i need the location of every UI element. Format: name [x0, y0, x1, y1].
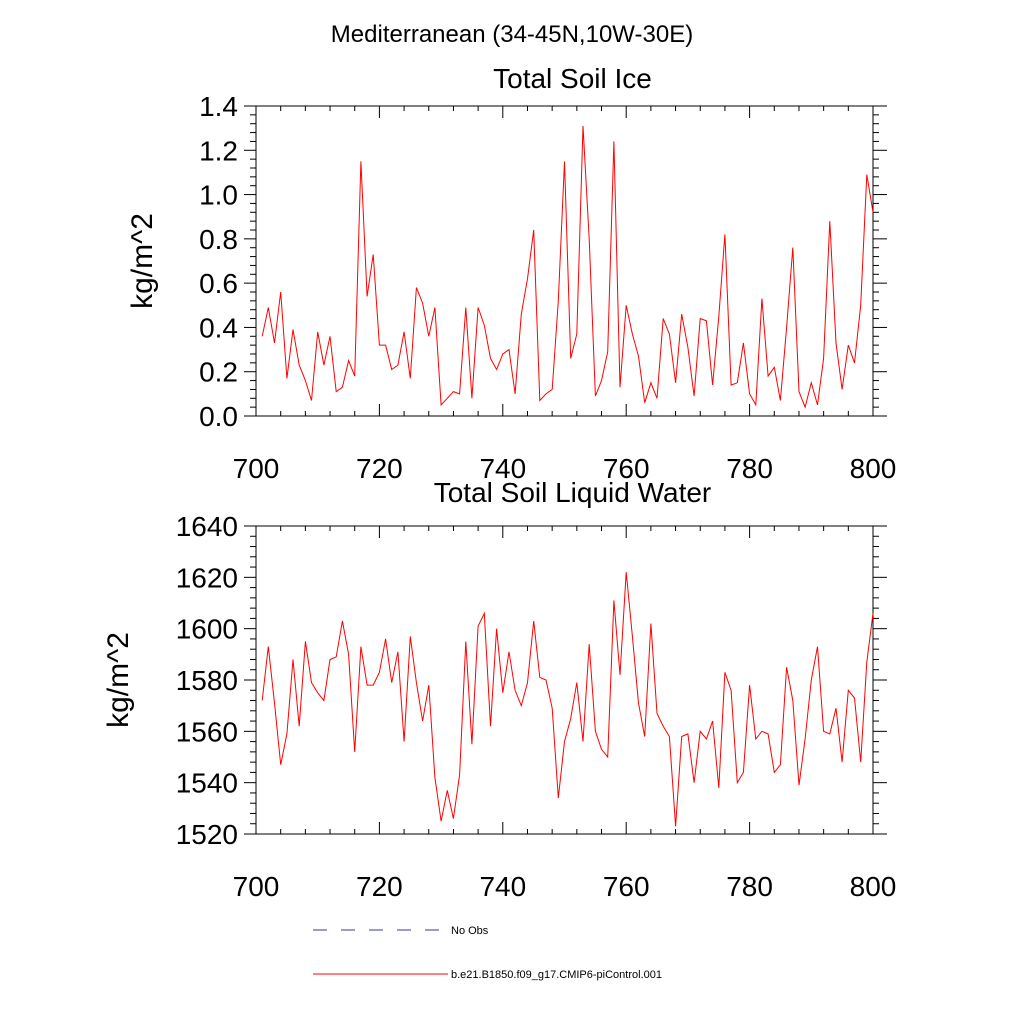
- panel-total-soil-liquid-water: Total Soil Liquid Water 700 720 740 760 780 80…: [102, 477, 896, 902]
- chart-title-soil-ice: Total Soil Ice: [493, 63, 652, 94]
- y-tick-label: 0.4: [199, 312, 238, 343]
- y-tick-label: 1.0: [199, 180, 238, 211]
- y-tick-label: 1560: [176, 716, 238, 747]
- x-tick-label: 780: [726, 453, 773, 484]
- y-tick-label: 0.8: [199, 224, 238, 255]
- y-tick-label: 1540: [176, 768, 238, 799]
- y-tick-label: 1640: [176, 511, 238, 542]
- y-tick-label: 1580: [176, 665, 238, 696]
- y-axis-label-soil-liquid: kg/m^2: [102, 632, 135, 728]
- y-tick-label: 1.4: [199, 91, 238, 122]
- x-tick-label: 720: [356, 453, 403, 484]
- x-tick-label: 720: [356, 871, 403, 902]
- y-tick-label: 1620: [176, 562, 238, 593]
- y-tick-label: 1520: [176, 819, 238, 850]
- y-tick-label: 0.2: [199, 357, 238, 388]
- y-tick-label: 0.0: [199, 401, 238, 432]
- series-line-soil-ice: [261, 125, 874, 409]
- y-tick-label: 1.2: [199, 135, 238, 166]
- plot-frame-soil-liquid: [255, 525, 874, 835]
- x-tick-label: 700: [233, 871, 280, 902]
- legend: No Obs b.e21.B1850.f09_g17.CMIP6-piContr…: [313, 925, 662, 981]
- x-tick-label: 760: [603, 871, 650, 902]
- x-tick-label: 780: [726, 871, 773, 902]
- x-tick-label: 700: [233, 453, 280, 484]
- series-line-soil-liquid: [261, 572, 874, 827]
- y-tick-label: 1600: [176, 614, 238, 645]
- x-tick-label: 800: [850, 871, 897, 902]
- x-tick-label: 800: [850, 453, 897, 484]
- y-axis-label-soil-ice: kg/m^2: [126, 213, 159, 309]
- legend-label-no-obs: No Obs: [451, 925, 489, 937]
- x-tick-label: 740: [479, 453, 526, 484]
- chart-title-soil-liquid: Total Soil Liquid Water: [434, 477, 712, 508]
- plot-frame-soil-ice: [255, 105, 874, 417]
- x-tick-label: 740: [479, 871, 526, 902]
- panel-total-soil-ice: Total Soil Ice 700 720 740 760 780 800 0.0 0.2 0.…: [126, 63, 896, 484]
- y-tick-label: 0.6: [199, 268, 238, 299]
- figure-title: Mediterranean (34-45N,10W-30E): [331, 21, 693, 48]
- legend-label-model: b.e21.B1850.f09_g17.CMIP6-piControl.001: [451, 969, 662, 981]
- x-tick-label: 760: [603, 453, 650, 484]
